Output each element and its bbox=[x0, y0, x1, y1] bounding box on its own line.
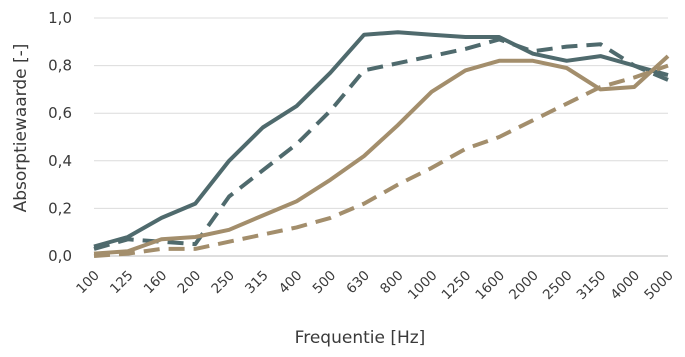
x-tick-label: 2000 bbox=[506, 268, 542, 304]
series-line-3 bbox=[93, 54, 670, 256]
x-tick-label: 125 bbox=[107, 268, 137, 298]
x-tick-label: 1000 bbox=[405, 268, 441, 304]
x-tick-labels: 100 125 160 200 250 315 400 500 630 8001000125016… bbox=[73, 268, 677, 304]
x-tick-label: 5000 bbox=[641, 268, 677, 304]
x-tick-label: 1250 bbox=[439, 268, 475, 304]
y-tick-label: 0,8 bbox=[48, 57, 72, 75]
y-tick-label: 1,0 bbox=[48, 9, 72, 27]
x-tick-label: 400 bbox=[276, 268, 306, 298]
series-line-2 bbox=[93, 37, 669, 251]
x-tick-label: 1600 bbox=[472, 268, 508, 304]
y-tick-label: 0,6 bbox=[48, 104, 72, 122]
y-tick-label: 0,0 bbox=[48, 247, 72, 265]
y-tick-labels: 0,0 0,2 0,4 0,6 0,8 1,0 bbox=[48, 9, 72, 265]
x-tick-label: 100 bbox=[73, 268, 103, 298]
x-tick-label: 315 bbox=[242, 268, 272, 298]
gridlines bbox=[94, 17, 668, 257]
x-axis-title: Frequentie [Hz] bbox=[295, 328, 426, 348]
x-tick-label: 4000 bbox=[607, 268, 643, 304]
x-tick-label: 200 bbox=[175, 268, 205, 298]
x-tick-label: 630 bbox=[343, 268, 373, 298]
series-line-4 bbox=[93, 63, 669, 258]
x-tick-label: 800 bbox=[377, 268, 407, 298]
y-tick-label: 0,4 bbox=[48, 152, 72, 170]
series-lines bbox=[93, 30, 670, 258]
x-tick-label: 2500 bbox=[540, 268, 576, 304]
series-line-1 bbox=[93, 30, 669, 249]
x-tick-label: 250 bbox=[208, 268, 238, 298]
x-tick-label: 3150 bbox=[574, 268, 610, 304]
y-axis-title: Absorptiewaarde [-] bbox=[11, 44, 31, 213]
x-tick-label: 160 bbox=[141, 268, 171, 298]
x-tick-label: 500 bbox=[310, 268, 340, 298]
y-tick-label: 0,2 bbox=[48, 199, 72, 217]
